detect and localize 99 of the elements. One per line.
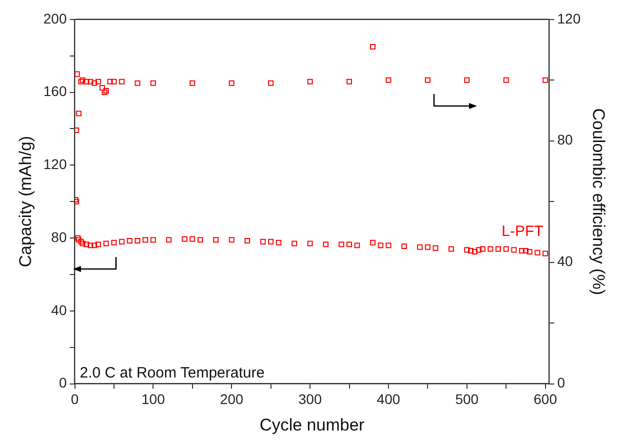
- point: [496, 246, 502, 252]
- point: [150, 80, 156, 86]
- point: [134, 80, 140, 86]
- point: [88, 242, 94, 248]
- x-axis-title: Cycle number: [260, 415, 365, 434]
- x-tick-label: 500: [455, 391, 479, 408]
- point: [213, 237, 219, 243]
- point: [432, 245, 438, 251]
- point: [488, 246, 494, 252]
- point: [228, 80, 234, 86]
- annotation: 2.0 C at Room Temperature: [80, 364, 265, 382]
- point: [354, 242, 360, 248]
- series-label: L-PFT: [502, 223, 544, 240]
- point: [534, 250, 540, 256]
- point: [464, 77, 470, 83]
- point: [476, 247, 482, 253]
- point: [76, 110, 82, 116]
- point: [190, 80, 196, 86]
- point: [307, 240, 313, 246]
- point: [424, 244, 430, 250]
- y-tick-label: 0: [58, 374, 67, 391]
- x-tick-label: 300: [298, 391, 322, 408]
- point: [88, 78, 94, 84]
- point: [268, 238, 274, 244]
- point: [78, 238, 84, 244]
- y-tick-label: 160: [43, 83, 67, 100]
- point: [99, 84, 105, 90]
- point: [292, 240, 298, 246]
- y2-axis-title: Coulombic efficiency (%): [589, 108, 608, 295]
- point: [519, 248, 525, 254]
- point: [448, 246, 454, 252]
- point: [338, 242, 344, 248]
- point: [526, 248, 532, 254]
- point: [74, 71, 80, 77]
- y2-tick-label: 120: [557, 10, 581, 26]
- point: [346, 78, 352, 84]
- x-tick-label: 0: [70, 391, 79, 408]
- point: [480, 246, 486, 252]
- x-tick-label: 100: [142, 391, 166, 408]
- point: [228, 237, 234, 243]
- point: [197, 237, 204, 243]
- point: [92, 242, 98, 248]
- point: [119, 238, 125, 244]
- point: [522, 248, 528, 254]
- point: [542, 250, 548, 256]
- point: [111, 78, 117, 84]
- point: [76, 237, 82, 243]
- point: [346, 242, 352, 248]
- point: [92, 80, 98, 86]
- point: [84, 242, 90, 248]
- point: [74, 127, 80, 133]
- point: [386, 242, 392, 248]
- x-tick-label: 400: [376, 391, 400, 408]
- point: [142, 237, 148, 243]
- point: [166, 237, 172, 243]
- point: [190, 236, 196, 242]
- y2-tick-label: 40: [557, 253, 574, 270]
- point: [386, 77, 392, 83]
- point: [472, 248, 478, 254]
- point: [75, 235, 81, 241]
- point: [417, 244, 423, 250]
- point: [468, 248, 474, 254]
- x-tick-label: 600: [534, 391, 558, 408]
- y2-tick-label: 0: [557, 374, 566, 391]
- point: [503, 246, 509, 252]
- point: [322, 242, 328, 248]
- y-tick-label: 200: [43, 10, 67, 26]
- point: [370, 44, 376, 50]
- point: [503, 77, 509, 83]
- y2-tick-label: 80: [557, 132, 574, 148]
- point: [244, 238, 250, 244]
- point: [268, 80, 274, 86]
- point: [464, 247, 470, 253]
- point: [150, 237, 156, 243]
- point: [126, 238, 132, 244]
- point: [111, 240, 117, 246]
- point: [119, 78, 125, 84]
- point: [511, 247, 517, 253]
- point: [84, 78, 90, 84]
- y-tick-label: 120: [43, 156, 67, 172]
- point: [378, 242, 384, 248]
- point: [107, 78, 113, 84]
- point: [401, 243, 407, 249]
- point: [134, 238, 140, 244]
- point: [276, 240, 282, 246]
- point: [96, 78, 102, 84]
- point: [307, 78, 313, 84]
- point: [542, 77, 548, 83]
- point: [370, 240, 376, 246]
- point: [424, 77, 430, 83]
- y-tick-label: 80: [51, 228, 67, 245]
- point: [103, 240, 109, 246]
- point: [80, 240, 86, 246]
- x-tick-label: 200: [220, 391, 244, 408]
- point: [260, 238, 266, 244]
- point: [96, 242, 102, 248]
- y-tick-label: 40: [51, 302, 67, 318]
- point: [182, 236, 188, 242]
- y-axis-title: Capacity (mAh/g): [16, 136, 35, 268]
